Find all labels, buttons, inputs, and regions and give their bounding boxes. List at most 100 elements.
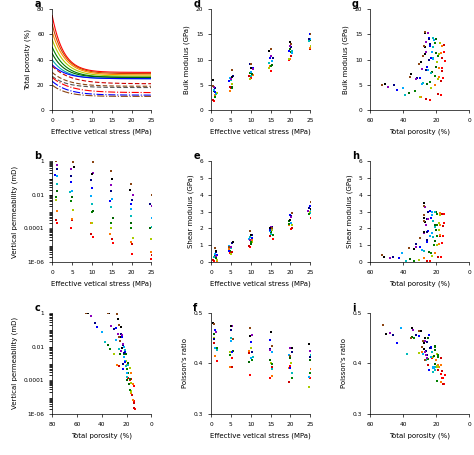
Point [437,209,444,217]
Point [228,66,236,74]
Point [225,245,233,253]
Point [267,374,274,382]
Text: a: a [34,0,41,9]
Point [268,61,275,69]
Point [123,369,130,376]
Point [110,326,118,333]
Point [266,336,273,344]
Point [425,57,433,64]
Point [413,74,420,81]
Point [436,39,444,46]
Point [131,406,139,413]
Point [123,376,131,384]
Point [427,344,434,352]
Point [126,375,134,382]
Point [267,52,275,60]
Point [53,220,61,227]
Point [228,73,236,81]
Point [416,235,424,242]
Point [146,225,154,232]
Point [118,344,126,351]
Point [213,90,220,97]
Point [116,333,124,340]
Point [288,212,295,220]
Point [268,360,275,367]
Point [248,235,256,242]
Point [428,229,436,237]
Point [54,162,61,169]
Point [210,253,218,261]
Point [128,375,135,383]
Point [247,64,255,71]
Text: f: f [193,303,197,313]
Point [124,361,131,369]
Point [305,207,312,215]
Point [213,256,220,263]
Point [266,54,274,61]
Point [421,29,429,36]
Point [434,362,442,369]
Point [210,331,218,338]
Point [228,248,236,256]
Point [248,348,255,355]
Point [248,236,256,243]
Point [285,365,293,372]
Point [127,387,134,394]
Point [115,322,123,329]
Point [107,322,114,329]
Point [417,327,425,334]
Point [424,216,431,223]
Point [122,362,129,369]
Point [306,38,313,45]
Point [265,47,273,55]
Point [381,253,388,261]
Point [211,91,219,99]
Point [379,81,386,89]
Point [306,46,313,53]
Point [410,245,418,252]
Point [245,73,253,80]
Point [248,72,255,80]
Point [212,248,219,255]
Point [68,173,75,180]
Point [228,85,236,92]
Point [425,366,432,374]
Point [422,348,429,355]
Point [211,88,219,96]
Point [212,248,219,255]
Point [267,223,274,231]
Point [210,97,218,105]
Point [425,335,432,342]
Point [70,164,77,171]
Point [210,76,217,84]
Point [305,204,312,212]
Point [128,240,136,248]
Point [422,222,429,229]
Point [418,81,426,88]
Point [246,235,253,243]
Point [420,211,428,218]
Point [229,347,237,354]
Point [52,157,60,165]
Point [306,202,314,209]
Point [246,359,253,366]
Point [433,222,440,229]
Point [247,61,255,68]
Point [435,253,442,261]
Point [287,213,295,220]
Point [426,332,433,339]
Point [108,220,115,227]
Point [225,247,233,254]
Point [436,231,444,238]
Point [89,158,96,166]
Point [308,48,316,56]
Point [429,56,437,63]
Point [246,236,254,243]
X-axis label: Total porosity (%): Total porosity (%) [389,432,450,439]
Point [120,354,128,361]
Point [149,210,156,217]
Point [53,157,60,165]
X-axis label: Total porosity (%): Total porosity (%) [71,432,132,439]
Point [307,354,314,361]
Point [431,364,439,371]
